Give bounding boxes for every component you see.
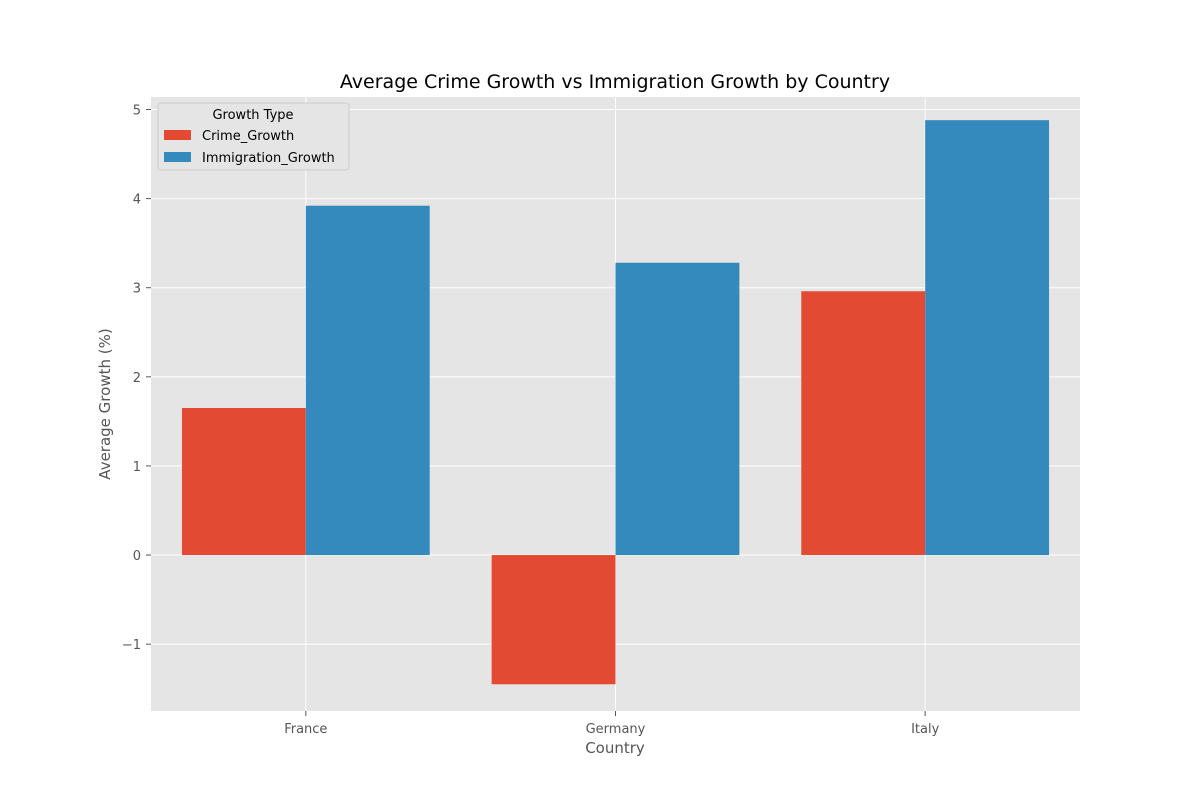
bars: [181, 120, 1050, 685]
legend-label-immigration: Immigration_Growth: [202, 151, 335, 166]
x-tick-label: Germany: [586, 722, 646, 737]
legend-label-crime: Crime_Growth: [202, 129, 294, 144]
bar-crime-growth-germany: [491, 555, 616, 685]
bar-immigration-growth-germany: [615, 262, 740, 556]
bar-crime-growth-italy: [801, 291, 926, 556]
y-tick-label: 2: [133, 371, 141, 386]
x-tick-label: Italy: [911, 722, 940, 737]
x-axis-ticks: France Germany Italy: [284, 711, 940, 737]
y-tick-label: 4: [133, 193, 141, 208]
y-tick-label: −1: [122, 638, 141, 653]
chart-title: Average Crime Growth vs Immigration Grow…: [340, 71, 890, 93]
bar-immigration-growth-france: [305, 205, 430, 556]
y-tick-label: 3: [133, 282, 141, 297]
x-axis-label: Country: [585, 739, 645, 757]
legend-swatch-crime: [164, 130, 191, 140]
legend-title: Growth Type: [212, 108, 293, 123]
legend-box: [157, 102, 350, 171]
legend-swatch-immigration: [164, 152, 191, 162]
y-axis-ticks: −1 0 1 2 3 4 5: [122, 103, 151, 653]
x-tick-label: France: [284, 722, 327, 737]
bar-immigration-growth-italy: [925, 120, 1050, 556]
y-tick-label: 1: [133, 460, 141, 475]
y-tick-label: 0: [133, 549, 141, 564]
y-axis-label: Average Growth (%): [96, 328, 114, 479]
y-tick-label: 5: [133, 103, 141, 118]
bar-crime-growth-france: [181, 408, 306, 556]
legend: Growth Type Crime_Growth Immigration_Gro…: [157, 102, 350, 171]
